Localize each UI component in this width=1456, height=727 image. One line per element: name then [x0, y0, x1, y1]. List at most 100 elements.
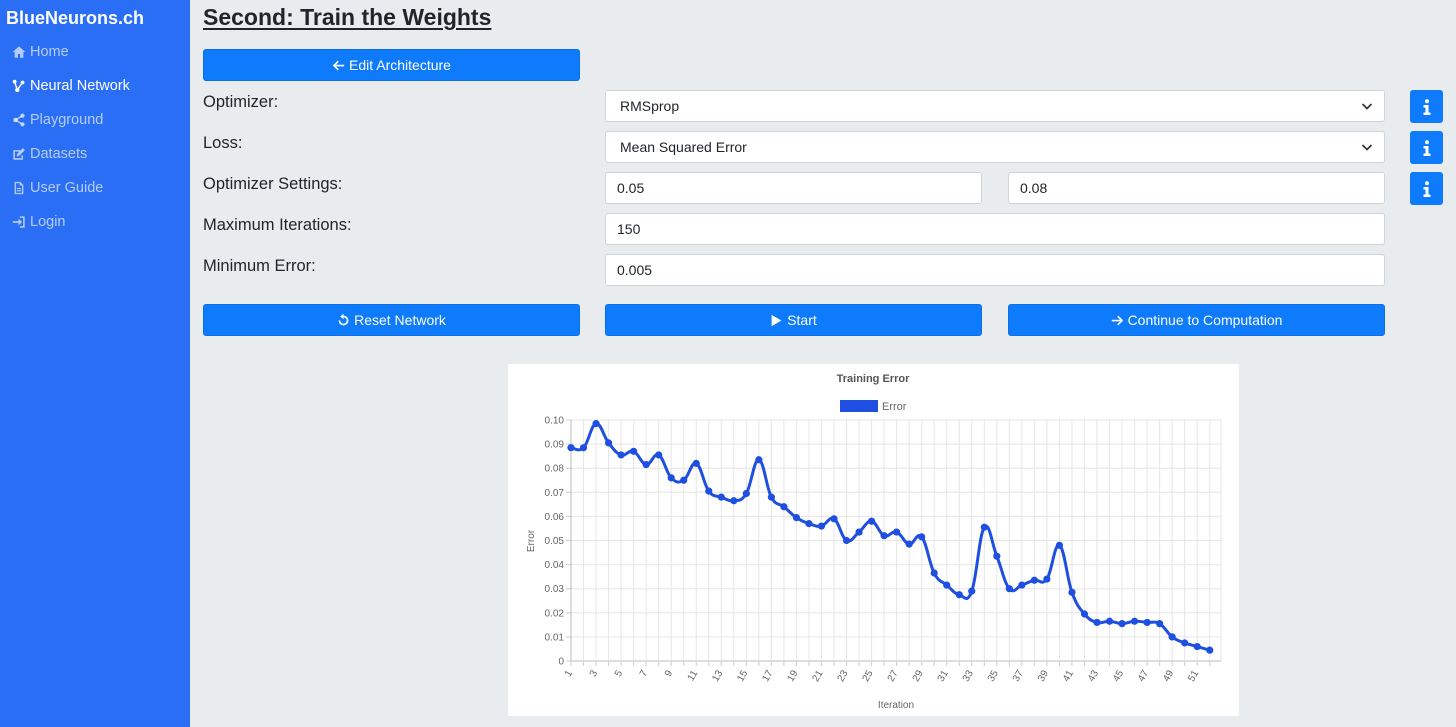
x-tick-label: 23 — [836, 668, 851, 684]
error-data-point — [905, 540, 913, 548]
sidebar-item-label: Datasets — [30, 146, 88, 162]
error-data-point — [1080, 610, 1089, 618]
loss-label: Loss: — [203, 134, 243, 152]
y-tick-label: 0.08 — [545, 464, 565, 475]
x-tick-label: 35 — [986, 668, 1001, 684]
error-data-point — [918, 533, 926, 541]
error-data-point — [867, 517, 876, 525]
error-series-line — [570, 422, 1211, 652]
start-label: Start — [787, 312, 817, 328]
sidebar: BlueNeurons.ch Home Neural Network Playg… — [0, 0, 190, 727]
y-tick-label: 0.04 — [545, 560, 565, 571]
loss-info-button[interactable] — [1410, 131, 1443, 164]
arrow-left-icon — [332, 60, 345, 70]
error-data-point — [604, 439, 613, 447]
error-data-point — [1143, 618, 1151, 627]
error-data-point — [855, 528, 863, 536]
x-tick-label: 27 — [886, 668, 901, 684]
error-data-point — [1018, 581, 1026, 589]
x-tick-label: 37 — [1011, 668, 1026, 684]
home-icon — [11, 44, 27, 60]
edit-icon — [11, 146, 27, 162]
error-data-point — [1105, 617, 1114, 625]
x-tick-label: 19 — [785, 668, 800, 684]
error-data-point — [993, 552, 1001, 560]
chart-canvas: Training Error Error 0 0.01 0.02 0.03 0.04 0.05… — [526, 373, 1222, 711]
x-tick-label: 39 — [1036, 668, 1051, 684]
sidebar-item-label: Playground — [30, 112, 104, 128]
sidebar-item-login[interactable]: Login — [11, 210, 65, 234]
error-data-point — [655, 451, 663, 459]
optimizer-setting-1-input[interactable] — [605, 172, 982, 204]
sidebar-item-user-guide[interactable]: User Guide — [11, 176, 103, 200]
x-tick-label: 15 — [735, 668, 750, 684]
error-data-point — [642, 460, 650, 469]
optimizer-info-button[interactable] — [1410, 90, 1443, 123]
sidebar-item-playground[interactable]: Playground — [11, 108, 103, 132]
error-data-point — [1093, 618, 1101, 627]
optimizer-select[interactable]: RMSprop — [605, 90, 1385, 122]
error-data-point — [630, 447, 638, 455]
continue-button[interactable]: Continue to Computation — [1008, 304, 1385, 336]
error-data-point — [842, 536, 851, 545]
error-data-point — [717, 493, 725, 501]
error-data-point — [1130, 617, 1139, 625]
error-data-point — [1055, 541, 1064, 549]
optimizer-setting-2-input[interactable] — [1008, 172, 1385, 204]
error-data-point — [742, 489, 750, 498]
error-data-point — [579, 444, 588, 452]
error-data-point — [1068, 588, 1076, 596]
y-tick-label: 0.07 — [545, 488, 565, 499]
error-data-point — [1005, 585, 1013, 593]
sidebar-item-neural-network[interactable]: Neural Network — [11, 74, 130, 98]
info-icon — [1423, 139, 1430, 156]
x-tick-label: 51 — [1186, 668, 1201, 684]
x-tick-label: 9 — [663, 668, 676, 679]
error-data-point — [692, 459, 700, 467]
error-data-point — [980, 523, 988, 531]
brand-logo[interactable]: BlueNeurons.ch — [6, 8, 145, 28]
legend-label: Error — [882, 401, 907, 413]
info-icon — [1423, 180, 1430, 197]
error-data-point — [617, 451, 625, 459]
y-axis-title: Error — [526, 529, 537, 552]
y-tick-label: 0.10 — [545, 416, 565, 427]
x-tick-label: 43 — [1086, 668, 1101, 684]
network-icon — [11, 78, 27, 94]
training-error-chart: Training Error Error 0 0.01 0.02 0.03 0.04 0.05… — [508, 364, 1239, 716]
sidebar-item-label: User Guide — [30, 180, 104, 196]
optimizer-label: Optimizer: — [203, 93, 279, 111]
error-data-point — [817, 522, 826, 530]
sidebar-item-label: Home — [30, 44, 69, 60]
min-error-label: Minimum Error: — [203, 257, 316, 275]
optimizer-value: RMSprop — [620, 98, 680, 114]
error-data-point — [830, 515, 838, 523]
min-error-input[interactable] — [605, 254, 1385, 286]
error-data-point — [667, 474, 675, 482]
sign-in-icon — [11, 214, 27, 230]
y-tick-label: 0.02 — [545, 608, 565, 619]
y-tick-label: 0.05 — [545, 536, 565, 547]
sidebar-item-datasets[interactable]: Datasets — [11, 142, 87, 166]
start-button[interactable]: Start — [605, 304, 982, 336]
error-data-point — [1118, 620, 1126, 628]
reset-network-button[interactable]: Reset Network — [203, 304, 580, 336]
x-tick-label: 31 — [936, 668, 951, 684]
info-icon — [1423, 98, 1430, 115]
x-tick-label: 49 — [1161, 668, 1176, 684]
max-iterations-input[interactable] — [605, 213, 1385, 245]
loss-select[interactable]: Mean Squared Error — [605, 131, 1385, 163]
optimizer-settings-info-button[interactable] — [1410, 172, 1443, 205]
sidebar-item-home[interactable]: Home — [11, 40, 69, 64]
error-data-point — [792, 514, 801, 522]
edit-architecture-button[interactable]: Edit Architecture — [203, 49, 580, 81]
x-tick-label: 3 — [588, 668, 601, 679]
x-tick-label: 11 — [686, 668, 701, 683]
error-data-point — [968, 587, 976, 595]
x-tick-label: 29 — [911, 668, 926, 684]
max-iterations-label: Maximum Iterations: — [203, 216, 352, 234]
x-tick-label: 7 — [638, 668, 651, 679]
continue-label: Continue to Computation — [1127, 312, 1283, 328]
x-axis-title: Iteration — [878, 700, 914, 711]
error-data-point — [567, 444, 575, 452]
